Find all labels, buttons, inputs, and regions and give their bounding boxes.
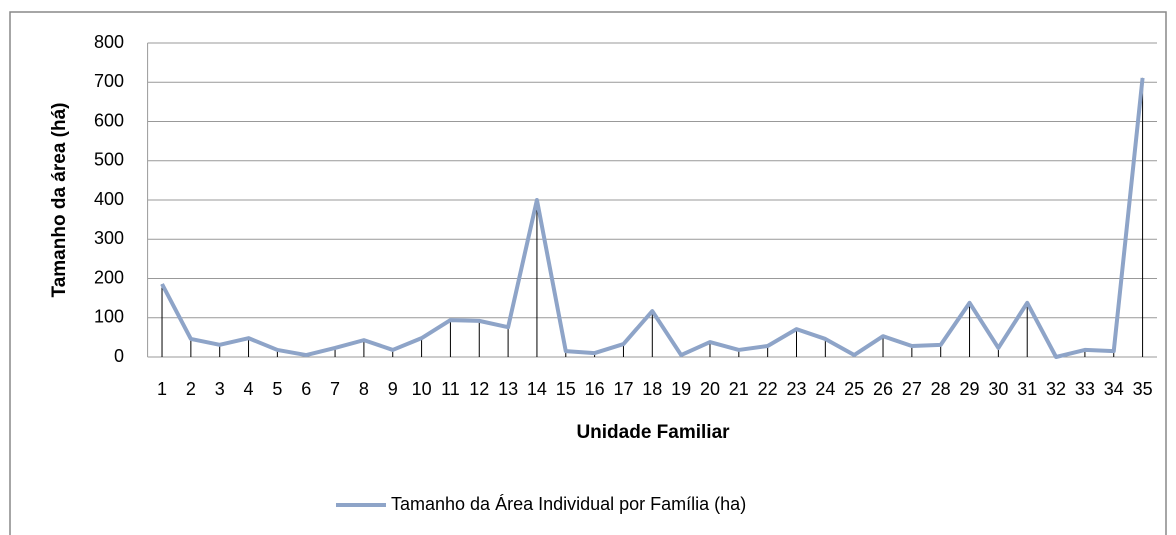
x-tick-label: 27	[902, 379, 922, 399]
y-tick-label: 800	[94, 32, 124, 52]
x-tick-label: 23	[786, 379, 806, 399]
x-tick-label: 2	[186, 379, 196, 399]
x-tick-label: 25	[844, 379, 864, 399]
x-tick-label: 10	[412, 379, 432, 399]
x-tick-label: 35	[1133, 379, 1153, 399]
x-tick-label: 7	[330, 379, 340, 399]
y-tick-label: 600	[94, 110, 124, 130]
x-tick-label: 3	[215, 379, 225, 399]
x-tick-label: 4	[244, 379, 254, 399]
y-axis-title: Tamanho da área (há)	[49, 103, 70, 298]
y-tick-label: 400	[94, 189, 124, 209]
x-tick-label: 34	[1104, 379, 1124, 399]
x-tick-label: 13	[498, 379, 518, 399]
y-tick-label: 200	[94, 267, 124, 287]
x-tick-label: 26	[873, 379, 893, 399]
x-tick-label: 29	[960, 379, 980, 399]
legend-label: Tamanho da Área Individual por Família (…	[391, 494, 746, 514]
y-tick-label: 700	[94, 71, 124, 91]
y-tick-label: 500	[94, 150, 124, 170]
x-tick-label: 8	[359, 379, 369, 399]
x-tick-label: 33	[1075, 379, 1095, 399]
line-series	[160, 77, 1145, 359]
x-tick-label: 11	[441, 379, 460, 399]
x-tick-label: 1	[157, 379, 167, 399]
x-tick-label: 22	[758, 379, 778, 399]
y-tick-label: 300	[94, 228, 124, 248]
x-tick-label: 24	[815, 379, 835, 399]
y-tick-label: 0	[114, 346, 124, 366]
x-tick-label: 19	[671, 379, 691, 399]
x-tick-label: 6	[301, 379, 311, 399]
x-tick-label: 31	[1017, 379, 1037, 399]
x-tick-label: 5	[272, 379, 282, 399]
x-tick-label: 32	[1046, 379, 1066, 399]
x-tick-label: 14	[527, 379, 547, 399]
x-tick-label: 9	[388, 379, 398, 399]
x-tick-label: 16	[585, 379, 605, 399]
x-axis-title: Unidade Familiar	[576, 422, 730, 443]
x-tick-label: 15	[556, 379, 576, 399]
x-tick-label: 20	[700, 379, 720, 399]
x-tick-label: 30	[988, 379, 1008, 399]
y-tick-label: 100	[94, 307, 124, 327]
chart-frame	[9, 11, 1167, 535]
x-tick-label: 21	[729, 379, 749, 399]
x-tick-label: 18	[642, 379, 662, 399]
x-tick-label: 28	[931, 379, 951, 399]
x-tick-label: 17	[613, 379, 633, 399]
x-tick-label: 12	[469, 379, 489, 399]
